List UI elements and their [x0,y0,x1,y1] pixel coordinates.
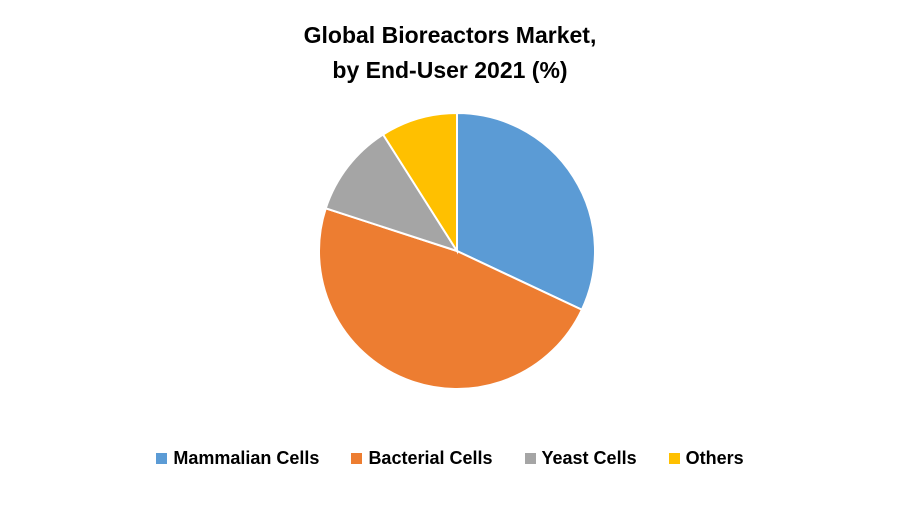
pie-slice-others [381,111,458,255]
pie-slice-mammalian-cells [456,111,596,312]
chart-title-line-2: by End-User 2021 (%) [332,57,568,83]
legend-label: Mammalian Cells [173,448,320,468]
legend-item: Bacterial Cells [351,448,493,469]
legend-label: Yeast Cells [541,448,637,468]
chart-title: Global Bioreactors Market, by End-User 2… [0,18,900,88]
pie-slice-bacterial-cells [318,207,584,390]
legend-item: Mammalian Cells [156,448,319,469]
pie-slice-yeast-cells [324,133,460,253]
legend-label: Others [685,448,744,468]
legend: Mammalian Cells Bacterial Cells Yeast Cell… [0,448,900,469]
legend-label: Bacterial Cells [368,448,493,468]
legend-swatch [524,453,536,464]
legend-swatch [156,453,168,464]
legend-swatch [668,453,680,464]
legend-swatch [351,453,363,464]
legend-item: Others [668,448,744,469]
legend-item: Yeast Cells [524,448,637,469]
chart-title-line-1: Global Bioreactors Market, [303,22,597,48]
